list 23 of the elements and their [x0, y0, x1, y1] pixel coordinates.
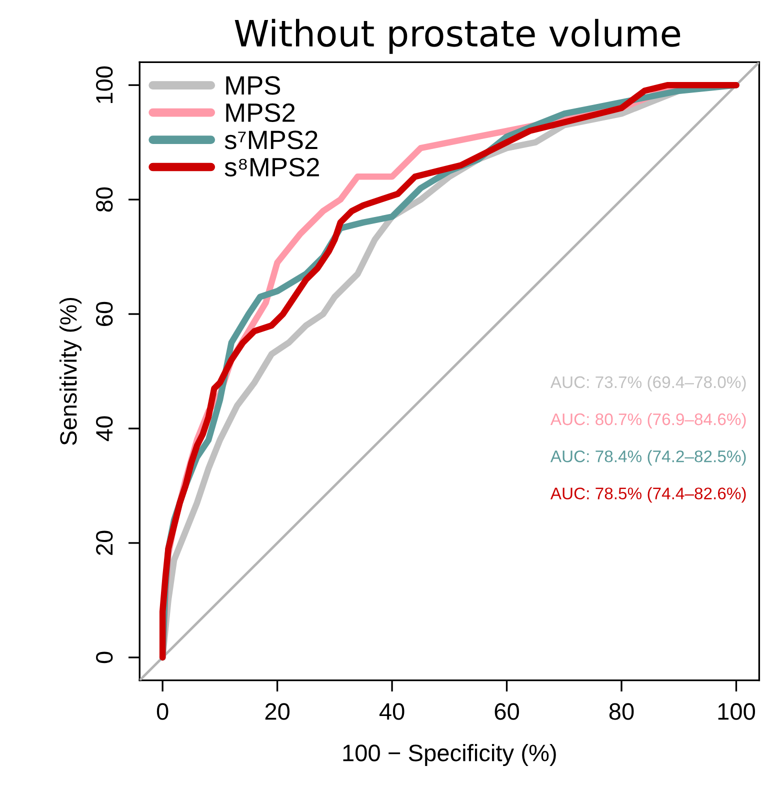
annotation: AUC: 78.5% (74.4–82.6%) [550, 487, 746, 503]
y-tick-label: 20 [96, 530, 113, 555]
y-tick-label: 40 [96, 416, 113, 442]
x-tick-label: 40 [379, 703, 404, 720]
annotation: AUC: 73.7% (69.4–78.0%) [550, 376, 746, 392]
legend-label: MPS [226, 76, 280, 95]
x-tick-label: 0 [156, 703, 168, 720]
x-tick-label: 20 [265, 703, 290, 720]
legend-label: MPS2 [226, 103, 295, 122]
annotation: AUC: 78.4% (74.2–82.5%) [550, 450, 746, 466]
x-tick-label: 60 [494, 703, 519, 720]
legend-label: s⁷MPS2 [224, 130, 318, 150]
y-axis-title: Sensitivity (%) [60, 298, 82, 445]
chart-title: Without prostate volume [234, 18, 680, 54]
y-tick-label: 60 [96, 302, 113, 326]
x-tick-label: 80 [609, 703, 634, 720]
x-axis-title: 100 − Specificity (%) [343, 744, 556, 766]
y-tick-label: 100 [96, 66, 113, 104]
annotation: AUC: 80.7% (76.9–84.6%) [550, 412, 746, 428]
legend-label: s⁸MPS2 [224, 158, 319, 177]
x-tick-label: 100 [718, 703, 756, 720]
y-tick-label: 0 [96, 652, 113, 664]
y-tick-label: 80 [96, 187, 113, 212]
